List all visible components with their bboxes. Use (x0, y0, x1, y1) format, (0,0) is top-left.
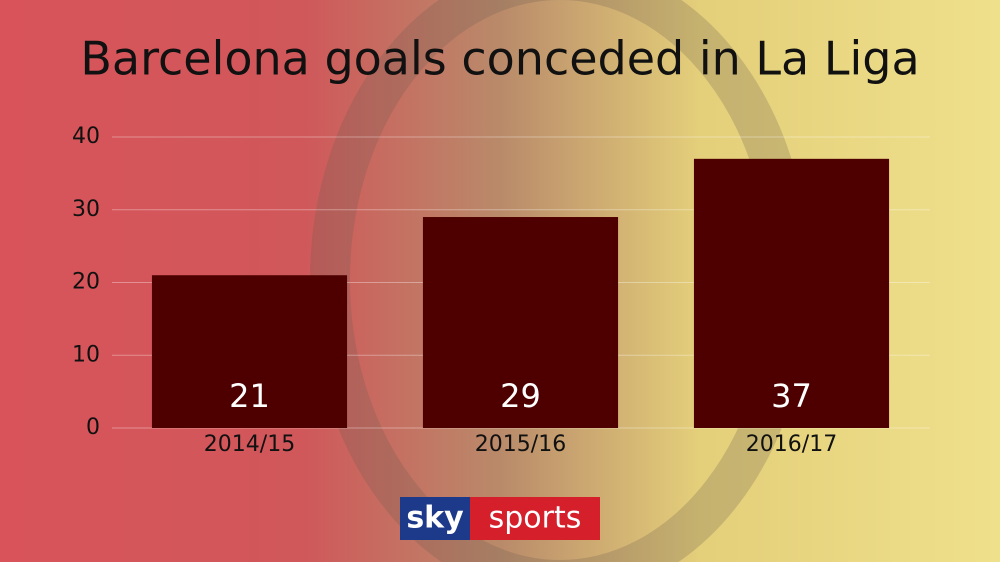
logo-left: sky (406, 501, 464, 536)
x-tick-label: 2016/17 (746, 432, 837, 457)
x-tick-label: 2015/16 (475, 432, 566, 457)
x-tick-label: 2014/15 (204, 432, 295, 457)
bar (693, 158, 890, 428)
y-tick-label: 0 (86, 415, 100, 440)
logo: sky sports (400, 497, 600, 540)
y-tick-label: 20 (72, 270, 100, 295)
value-label: 37 (771, 377, 812, 415)
value-label: 29 (500, 377, 541, 415)
logo-right: sports (489, 501, 582, 536)
y-tick-label: 10 (72, 342, 100, 367)
bar (422, 217, 619, 428)
value-label: 21 (229, 377, 270, 415)
chart-title: Barcelona goals conceded in La Liga (80, 32, 919, 86)
y-tick-label: 40 (72, 124, 100, 149)
logo-left-box (400, 497, 470, 540)
logo-right-box (470, 497, 600, 540)
bar (151, 275, 348, 428)
y-tick-label: 30 (72, 197, 100, 222)
